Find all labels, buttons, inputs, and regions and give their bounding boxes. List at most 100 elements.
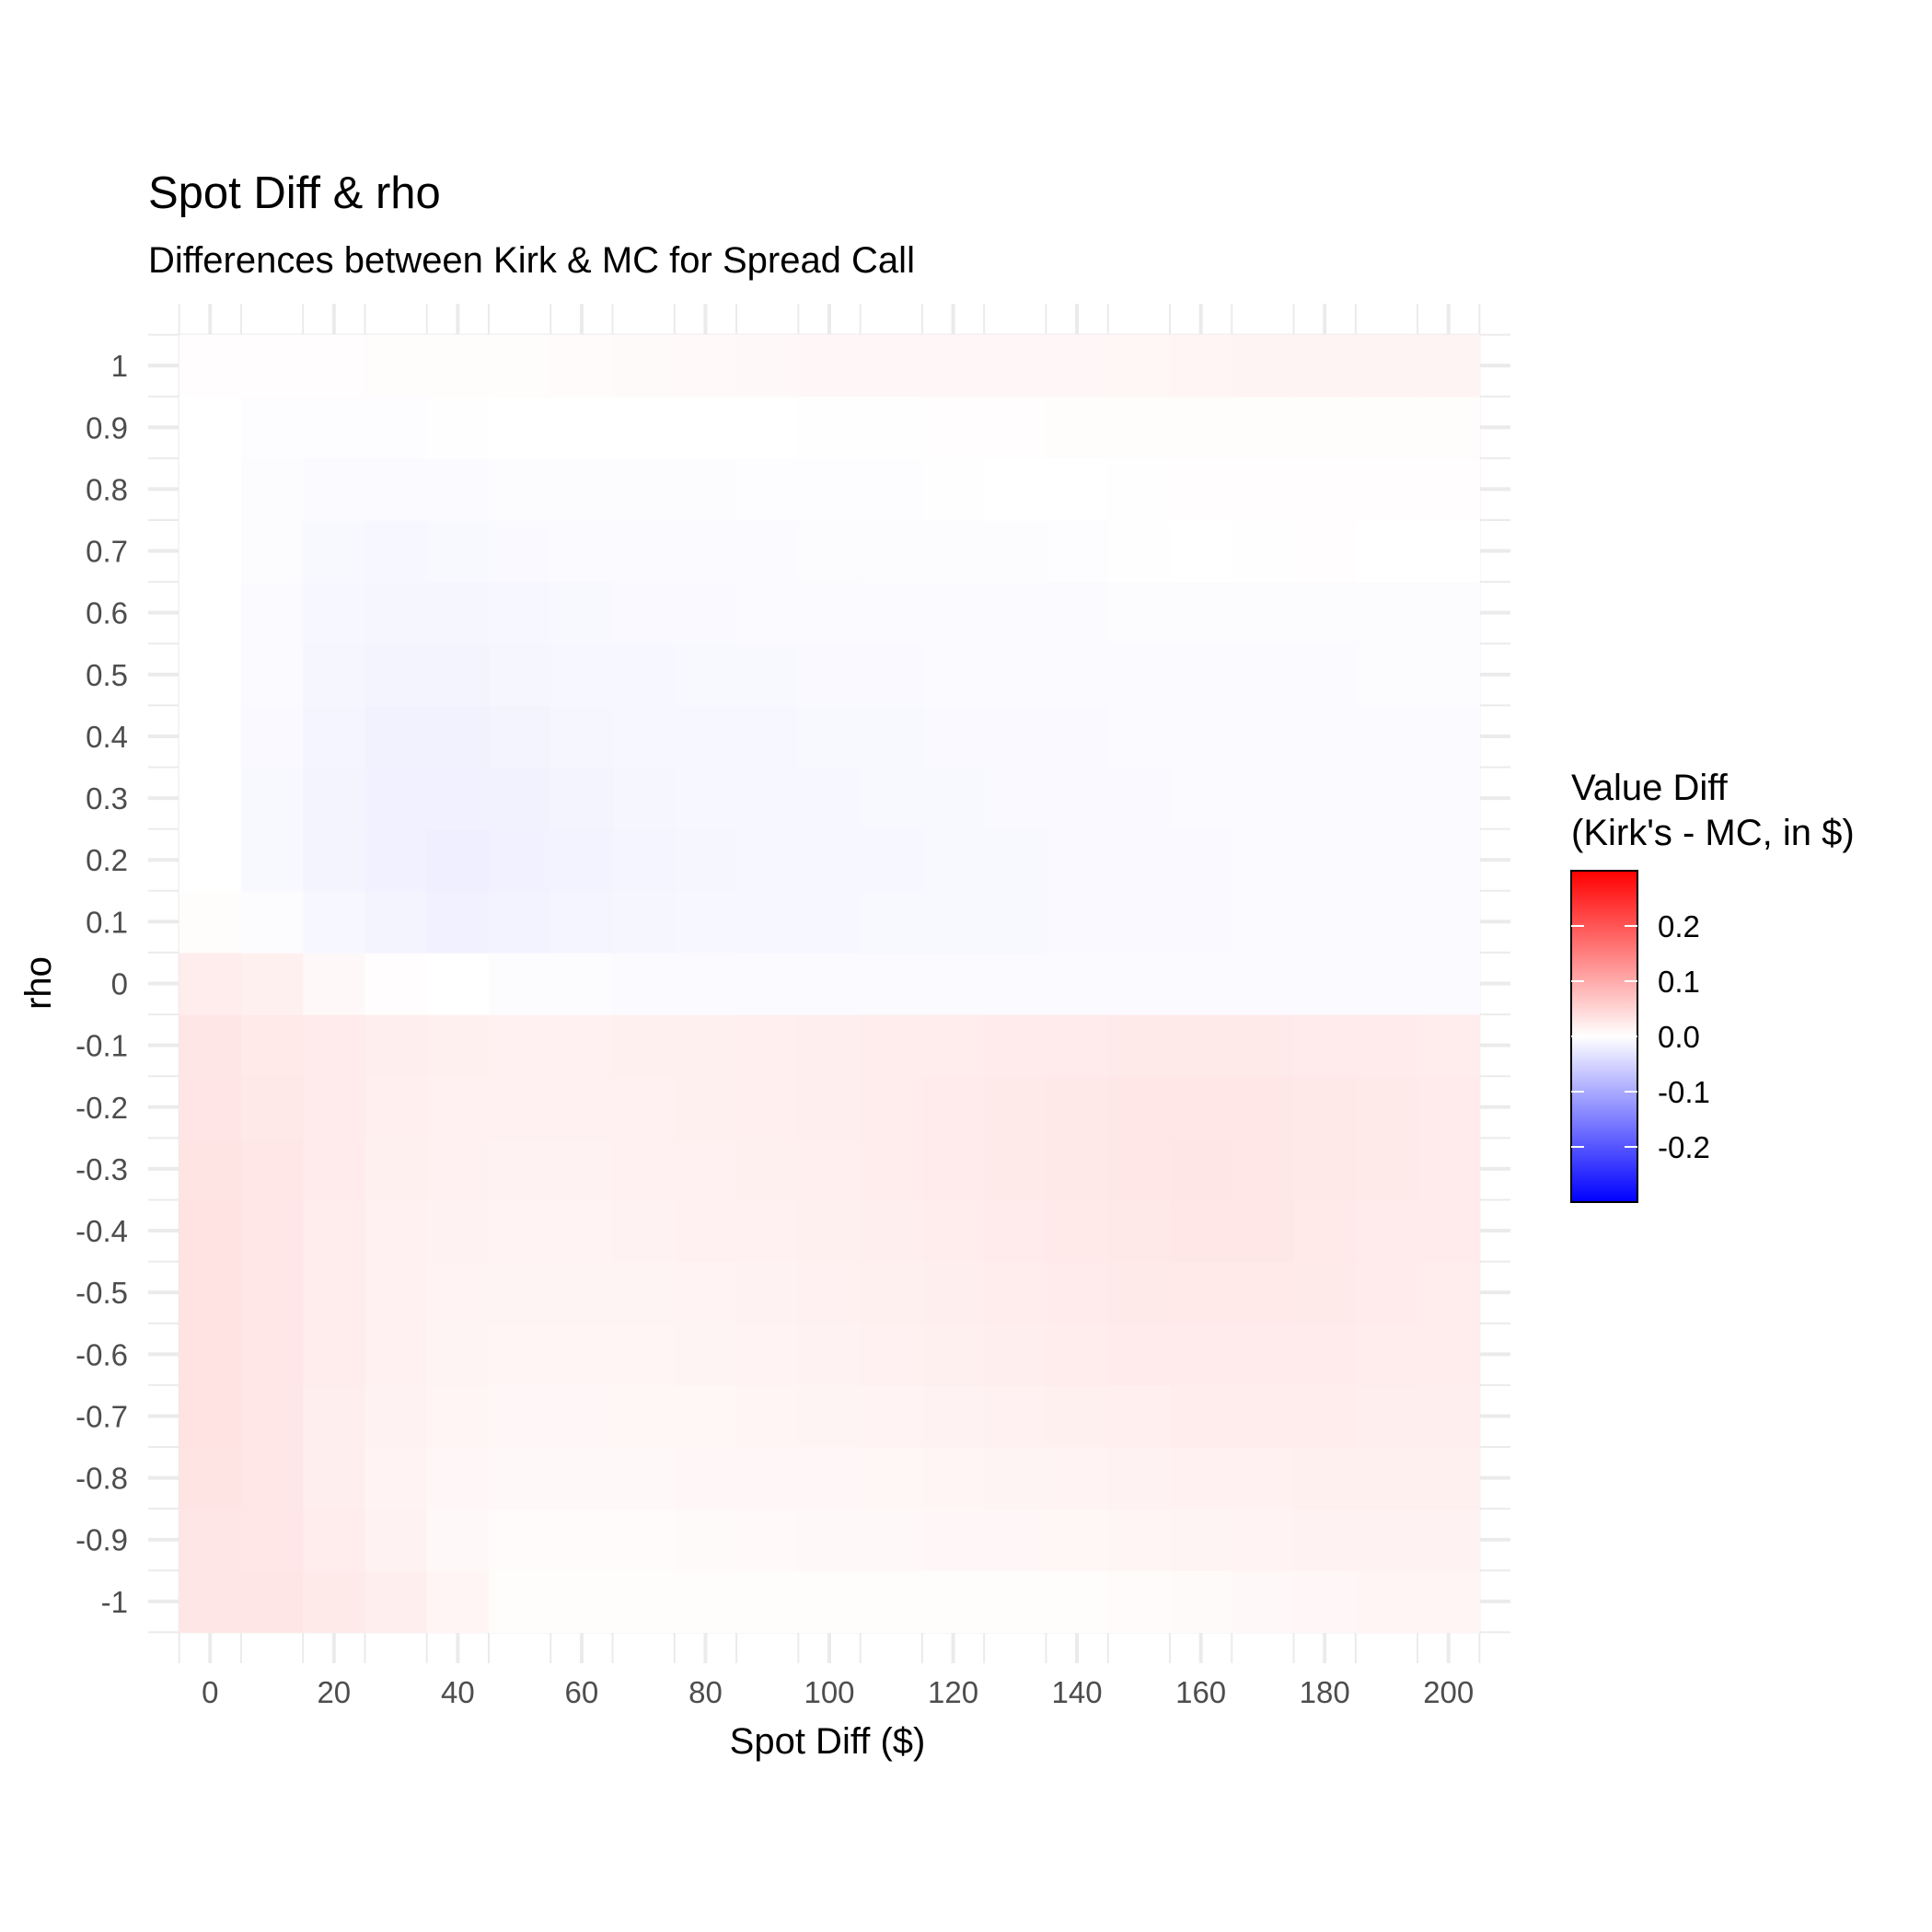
heatmap-tile: [1046, 1014, 1109, 1077]
heatmap-tile: [736, 582, 799, 644]
heatmap-tile: [179, 1447, 242, 1510]
heatmap-tile: [179, 396, 242, 459]
heatmap-tile: [489, 1014, 551, 1077]
heatmap-tile: [240, 1199, 304, 1263]
heatmap-tile: [426, 643, 490, 706]
color-legend: Value Diff (Kirk's - MC, in $) 0.2 0.1 0.0…: [1570, 768, 1855, 1203]
heatmap-tile: [1417, 828, 1480, 892]
heatmap-tile: [303, 1199, 366, 1263]
heatmap-tile: [798, 1199, 862, 1263]
heatmap-tile: [1170, 643, 1232, 706]
heatmap-tile: [240, 767, 304, 830]
heatmap-tile: [303, 1261, 366, 1325]
heatmap-tile: [1417, 767, 1480, 830]
heatmap-tile: [798, 1076, 862, 1139]
heatmap-tile: [1170, 828, 1232, 892]
heatmap-tile: [921, 1138, 985, 1201]
heatmap-tile: [612, 582, 676, 644]
x-tick-label: 140: [1052, 1675, 1103, 1709]
heatmap-tile: [1170, 767, 1232, 830]
heatmap-tile: [612, 828, 676, 892]
heatmap-tile: [984, 582, 1047, 644]
heatmap-tile: [426, 1509, 490, 1571]
heatmap-tile: [860, 1447, 923, 1510]
heatmap-tile: [1293, 1138, 1357, 1201]
heatmap-tile: [240, 519, 304, 583]
heatmap-tile: [364, 1447, 428, 1510]
heatmap-tile: [489, 643, 551, 706]
heatmap-tile: [1355, 1509, 1418, 1571]
heatmap-tile: [1170, 705, 1232, 769]
heatmap-tile: [798, 1138, 862, 1201]
heatmap-tile: [1170, 1076, 1232, 1139]
heatmap-tile: [798, 1014, 862, 1077]
heatmap-tile: [1232, 519, 1295, 583]
heatmap-tile: [364, 705, 428, 769]
heatmap-tiles: [179, 334, 1480, 1634]
heatmap-tile: [426, 767, 490, 830]
heatmap-tile: [984, 1138, 1047, 1201]
heatmap-tile: [303, 1138, 366, 1201]
heatmap-tile: [860, 767, 923, 830]
heatmap-tile: [179, 705, 242, 769]
heatmap-tile: [921, 582, 985, 644]
heatmap-tile: [1232, 1261, 1295, 1325]
heatmap-tile: [1293, 828, 1357, 892]
heatmap-tile: [1417, 334, 1480, 398]
heatmap-tile: [612, 1138, 676, 1201]
heatmap-tile: [179, 952, 242, 1015]
heatmap-tile: [303, 1076, 366, 1139]
heatmap-tile: [1232, 1509, 1295, 1571]
heatmap-tile: [984, 457, 1047, 521]
heatmap-tile: [1046, 582, 1109, 644]
heatmap-tile: [798, 1261, 862, 1325]
heatmap-tile: [798, 705, 862, 769]
heatmap-tile: [1417, 1447, 1480, 1510]
heatmap-tile: [1046, 952, 1109, 1015]
heatmap-tile: [1293, 582, 1357, 644]
heatmap-tile: [489, 1199, 551, 1263]
heatmap-tile: [1293, 1509, 1357, 1571]
heatmap-tile: [736, 643, 799, 706]
heatmap-tile: [426, 396, 490, 459]
heatmap-tile: [489, 1138, 551, 1201]
heatmap-tile: [1107, 457, 1171, 521]
heatmap-tile: [179, 1138, 242, 1201]
heatmap-tile: [1293, 1323, 1357, 1386]
heatmap-tile: [1107, 1447, 1171, 1510]
heatmap-tile: [1293, 1384, 1357, 1448]
heatmap-tile: [426, 828, 490, 892]
heatmap-tile: [1232, 1447, 1295, 1510]
y-tick-label: -0.5: [75, 1276, 128, 1310]
heatmap-tile: [1170, 1138, 1232, 1201]
heatmap-tile: [921, 334, 985, 398]
heatmap-tile: [303, 952, 366, 1015]
heatmap-tile: [364, 457, 428, 521]
heatmap-tile: [612, 457, 676, 521]
heatmap-tile: [1417, 1199, 1480, 1263]
y-tick-label: 0.9: [86, 411, 128, 445]
heatmap-tile: [1107, 1138, 1171, 1201]
heatmap-tile: [1293, 1570, 1357, 1634]
heatmap-tile: [612, 396, 676, 459]
heatmap-tile: [1046, 519, 1109, 583]
heatmap-tile: [489, 952, 551, 1015]
x-tick-label: 0: [202, 1675, 218, 1709]
heatmap-tile: [860, 396, 923, 459]
heatmap-tile: [240, 828, 304, 892]
heatmap-tile: [1107, 582, 1171, 644]
heatmap-tile: [736, 1570, 799, 1634]
y-tick-label: 0.7: [86, 535, 128, 569]
heatmap-tile: [1107, 1261, 1171, 1325]
heatmap-tile: [860, 643, 923, 706]
heatmap-tile: [1107, 1323, 1171, 1386]
heatmap-tile: [984, 643, 1047, 706]
heatmap-tile: [489, 705, 551, 769]
heatmap-tile: [179, 828, 242, 892]
heatmap-tile: [1355, 334, 1418, 398]
heatmap-tile: [1293, 1199, 1357, 1263]
legend-tick-label: 0.2: [1658, 909, 1700, 943]
heatmap-tile: [1170, 1014, 1232, 1077]
heatmap-tile: [240, 1138, 304, 1201]
heatmap-tile: [1107, 1570, 1171, 1634]
